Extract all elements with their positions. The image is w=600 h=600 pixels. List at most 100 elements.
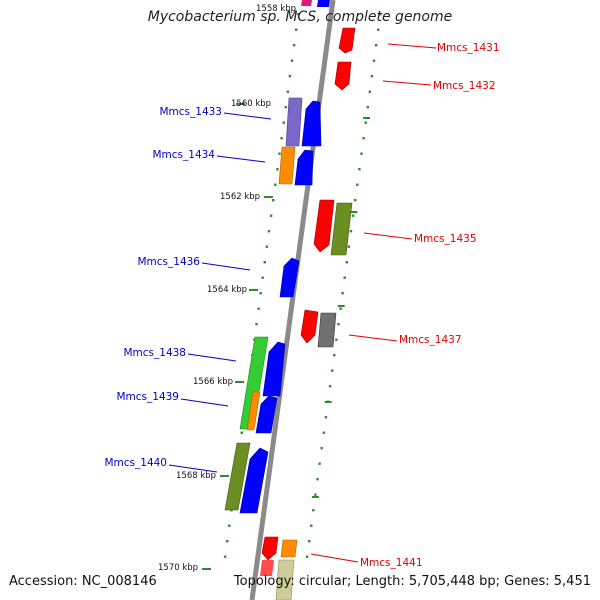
minor-tick-dot — [364, 121, 367, 124]
minor-tick-dot — [226, 540, 229, 543]
minor-tick-dot — [263, 261, 266, 264]
feature-block[interactable] — [224, 442, 251, 511]
minor-tick-dot — [316, 478, 319, 481]
minor-tick-dot — [341, 292, 344, 295]
major-tick — [236, 103, 245, 105]
feature-block[interactable] — [280, 539, 298, 558]
gene-arrow[interactable] — [294, 149, 314, 186]
label-leader-lines — [168, 43, 437, 563]
minor-tick-dot — [366, 106, 369, 109]
minor-tick-dot — [282, 121, 285, 124]
minor-tick-dot — [240, 431, 243, 434]
minor-tick-dot — [259, 292, 262, 295]
gene-arrow[interactable] — [313, 199, 335, 253]
major-tick — [363, 117, 371, 119]
minor-tick-dot — [308, 540, 311, 543]
minor-tick-dot — [288, 75, 292, 78]
leader-line — [387, 43, 437, 49]
major-tick — [235, 381, 244, 383]
tick-dots — [223, 13, 382, 558]
major-tick — [324, 401, 332, 403]
gene-arrow[interactable] — [338, 27, 356, 54]
minor-tick-dot — [278, 152, 281, 155]
leader-line — [201, 262, 251, 271]
gene-label[interactable]: Mmcs_1440 — [104, 457, 167, 469]
gene-labels: Mmcs_1431 Mmcs_1432 Mmcs_1433 Mmcs_1434 … — [104, 42, 499, 569]
minor-tick-dot — [284, 106, 287, 109]
minor-tick-dot — [356, 183, 359, 186]
gene-label[interactable]: Mmcs_1437 — [399, 334, 462, 346]
minor-tick-dot — [223, 555, 227, 558]
minor-tick-dot — [377, 28, 380, 31]
gene-arrow[interactable] — [317, 0, 330, 7]
gene-label[interactable]: Mmcs_1434 — [152, 149, 215, 161]
gene-label[interactable]: Mmcs_1432 — [433, 80, 496, 92]
minor-tick-dot — [343, 276, 346, 279]
major-tick — [202, 568, 211, 570]
map-title: Mycobacterium sp. MCS, complete genome — [147, 9, 453, 25]
minor-tick-dot — [312, 509, 315, 512]
minor-tick-dot — [345, 261, 348, 264]
minor-tick-dot — [269, 214, 273, 217]
ruler-label: 1566 kbp — [193, 377, 233, 387]
minor-tick-dot — [351, 214, 355, 217]
position-ruler: 1558 kbp 1560 kbp 1562 kbp 1564 kbp 1566… — [158, 4, 296, 573]
minor-tick-dot — [314, 493, 317, 496]
gene-label[interactable]: Mmcs_1431 — [437, 42, 500, 54]
minor-tick-dot — [379, 13, 382, 16]
minor-tick-dot — [324, 416, 328, 419]
gene-arrow[interactable] — [261, 536, 279, 561]
genome-summary-text: Topology: circular; Length: 5,705,448 bp… — [233, 574, 591, 589]
ruler-label: 1564 kbp — [207, 285, 247, 295]
minor-tick-dot — [368, 90, 371, 93]
genome-backbone — [249, 0, 336, 600]
ruler-label: 1558 kbp — [256, 4, 296, 14]
minor-tick-dot — [318, 462, 321, 465]
minor-tick-dot — [320, 447, 323, 450]
gene-arrow[interactable] — [239, 447, 269, 514]
feature-block[interactable] — [285, 97, 303, 147]
feature-block[interactable] — [301, 0, 312, 6]
forward-strand-features — [224, 0, 330, 514]
gene-label[interactable]: Mmcs_1435 — [414, 233, 477, 245]
gene-arrow[interactable] — [262, 341, 286, 397]
gene-arrow[interactable] — [300, 309, 319, 344]
gene-label[interactable]: Mmcs_1436 — [137, 256, 200, 268]
gene-arrow[interactable] — [279, 257, 300, 298]
feature-block[interactable] — [317, 312, 337, 348]
gene-label[interactable]: Mmcs_1439 — [116, 391, 179, 403]
gene-arrow[interactable] — [255, 395, 278, 434]
minor-tick-dot — [286, 90, 289, 93]
feature-block[interactable] — [278, 146, 296, 185]
leader-line — [180, 398, 229, 407]
minor-tick-dot — [228, 524, 231, 527]
minor-tick-dot — [337, 323, 340, 326]
gene-label[interactable]: Mmcs_1438 — [123, 347, 186, 359]
major-tick — [350, 211, 358, 213]
feature-block[interactable] — [330, 202, 353, 256]
gene-arrow[interactable] — [334, 61, 352, 91]
accession-text: Accession: NC_008146 — [9, 574, 157, 589]
gene-arrow[interactable] — [301, 100, 322, 147]
feature-block[interactable] — [246, 391, 261, 431]
ruler-label: 1562 kbp — [220, 192, 260, 202]
minor-tick-dot — [257, 307, 260, 310]
minor-tick-dot — [335, 338, 338, 341]
minor-tick-dot — [255, 323, 258, 326]
minor-tick-dot — [347, 245, 351, 248]
minor-tick-dot — [290, 59, 294, 62]
major-tick — [264, 196, 273, 198]
minor-tick-dot — [280, 137, 283, 140]
major-tick — [220, 475, 229, 477]
feature-block[interactable] — [260, 560, 274, 576]
gene-label[interactable]: Mmcs_1441 — [360, 557, 423, 569]
minor-tick-dot — [328, 385, 332, 388]
major-tick — [249, 289, 258, 291]
minor-tick-dot — [265, 245, 269, 248]
feature-block[interactable] — [275, 559, 295, 600]
minor-tick-dot — [372, 59, 376, 62]
gene-label[interactable]: Mmcs_1433 — [159, 106, 222, 118]
minor-tick-dot — [261, 276, 264, 279]
